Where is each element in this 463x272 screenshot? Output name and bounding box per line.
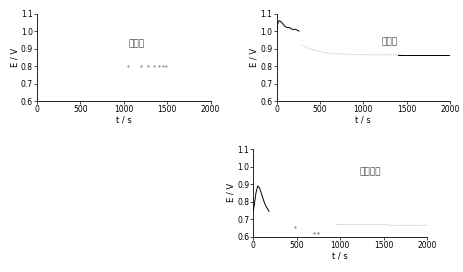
Y-axis label: E / V: E / V: [250, 48, 258, 67]
Point: [144, 64, 151, 68]
Y-axis label: E / V: E / V: [226, 183, 235, 202]
Text: 沔水油: 沔水油: [129, 39, 144, 48]
X-axis label: t / s: t / s: [116, 116, 131, 125]
Point: [159, 64, 166, 68]
Text: 葵花籽油: 葵花籽油: [359, 167, 381, 177]
Point: [150, 64, 157, 68]
Point: [137, 64, 144, 68]
Point: [163, 64, 170, 68]
Point: [155, 64, 162, 68]
X-axis label: t / s: t / s: [332, 251, 347, 260]
Point: [124, 64, 131, 68]
Text: 花生油: 花生油: [381, 37, 396, 46]
Y-axis label: E / V: E / V: [10, 48, 19, 67]
Point: [291, 225, 298, 229]
Point: [314, 231, 321, 235]
Point: [310, 231, 317, 235]
X-axis label: t / s: t / s: [355, 116, 370, 125]
